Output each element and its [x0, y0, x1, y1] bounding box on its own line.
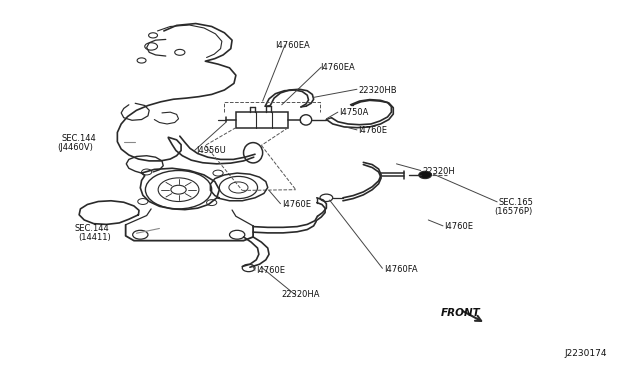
Text: I4956U: I4956U	[196, 147, 225, 155]
Text: SEC.165: SEC.165	[499, 198, 533, 207]
Text: I4760E: I4760E	[256, 266, 285, 275]
Text: I4760FA: I4760FA	[384, 264, 417, 273]
Text: I4760E: I4760E	[282, 200, 311, 209]
Text: (14411): (14411)	[78, 233, 111, 242]
Text: J2230174: J2230174	[564, 350, 607, 359]
Text: 22320HA: 22320HA	[282, 291, 320, 299]
Text: 22320HB: 22320HB	[358, 86, 397, 94]
Text: 22320H: 22320H	[422, 167, 454, 176]
Text: I4760E: I4760E	[444, 222, 473, 231]
Text: I4750A: I4750A	[339, 108, 369, 117]
Bar	[236, 112, 288, 128]
Text: (J4460V): (J4460V)	[58, 143, 93, 152]
Text: SEC.144: SEC.144	[62, 134, 97, 142]
Text: I4760E: I4760E	[358, 126, 387, 135]
Text: I4760EA: I4760EA	[275, 41, 310, 50]
Text: SEC.144: SEC.144	[75, 224, 109, 233]
Text: I4760EA: I4760EA	[320, 63, 355, 72]
Text: FRONT: FRONT	[441, 308, 481, 318]
Circle shape	[419, 171, 431, 179]
Text: (16576P): (16576P)	[494, 207, 532, 217]
